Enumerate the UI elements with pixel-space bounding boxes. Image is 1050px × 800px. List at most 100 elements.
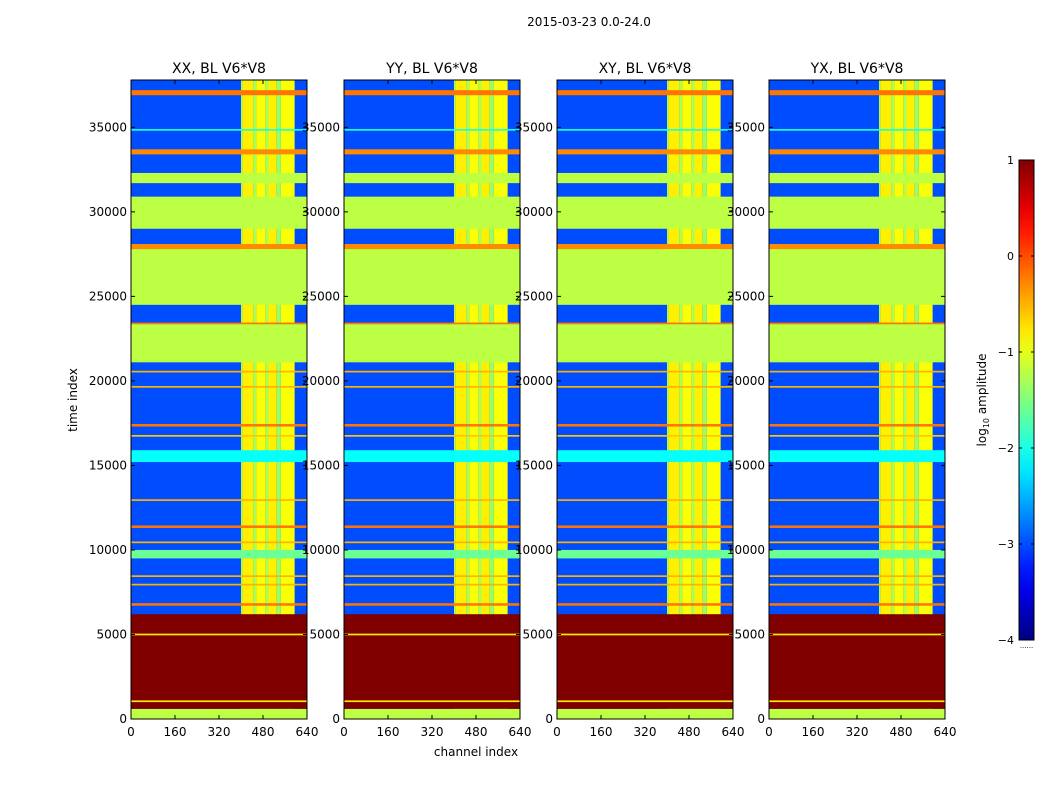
y-tick-label: 25000: [727, 289, 765, 303]
time-band-0: [557, 708, 733, 719]
time-band-5: [131, 583, 307, 586]
time-band-17: [557, 322, 733, 325]
time-band-14: [131, 385, 307, 388]
time-band-16: [557, 323, 733, 363]
channel-stripe-5: [481, 80, 490, 719]
channel-stripe-2: [679, 80, 683, 719]
time-band-22: [344, 149, 520, 155]
y-tick-label: 30000: [515, 205, 553, 219]
time-band-12: [344, 435, 520, 437]
y-tick-label: 10000: [302, 543, 340, 557]
channel-stripe-1: [880, 80, 892, 719]
time-band-20: [557, 196, 733, 229]
time-band-0: [769, 708, 945, 719]
y-tick-label: 25000: [302, 289, 340, 303]
panel-title: YY, BL V6*V8: [385, 61, 478, 77]
time-band-13: [769, 424, 945, 427]
y-tick-label: 5000: [734, 627, 765, 641]
time-band-1: [769, 614, 945, 709]
time-band-24: [769, 90, 945, 96]
time-band-23: [131, 129, 307, 131]
time-band-20: [769, 196, 945, 229]
colorbar-label-prefix: log: [975, 428, 989, 446]
time-band-6: [131, 575, 307, 577]
channel-stripe-3: [682, 80, 692, 719]
time-band-7: [769, 549, 945, 559]
channel-stripe-3: [894, 80, 904, 719]
time-band-2: [769, 700, 945, 703]
figure-title: 2015-03-23 0.0-24.0: [527, 15, 651, 29]
channel-stripe-5: [906, 80, 915, 719]
y-tick-label: 20000: [515, 374, 553, 388]
time-band-23: [769, 129, 945, 131]
channel-stripe-1: [242, 80, 254, 719]
time-band-8: [557, 541, 733, 544]
panel-yy: YY, BL V6*V8 0 160 320 480 640 0 5000 10000 15000…: [302, 61, 532, 739]
colorbar-label-subscript: 10: [982, 418, 991, 428]
time-band-18: [769, 249, 945, 305]
time-band-19: [131, 243, 307, 250]
time-band-10: [131, 499, 307, 501]
colorbar-label: log10 amplitude: [975, 354, 991, 447]
time-band-15: [344, 370, 520, 373]
time-band-14: [344, 385, 520, 388]
time-band-15: [557, 370, 733, 373]
time-band-22: [131, 149, 307, 155]
time-band-18: [557, 249, 733, 305]
colorbar-tick-label: 1: [1007, 154, 1014, 167]
channel-stripe-1: [455, 80, 467, 719]
y-tick-label: 30000: [89, 205, 127, 219]
panel-title: YX, BL V6*V8: [810, 61, 904, 77]
time-band-7: [131, 549, 307, 559]
x-tick-label: 640: [509, 725, 532, 739]
time-band-13: [344, 424, 520, 427]
channel-stripe-7: [493, 80, 508, 719]
channel-stripe-5: [694, 80, 703, 719]
time-band-16: [344, 323, 520, 363]
time-band-15: [769, 370, 945, 373]
time-band-12: [769, 435, 945, 437]
x-axis-label: channel index: [434, 745, 518, 759]
y-tick-label: 35000: [89, 120, 127, 134]
x-tick-label: 0: [127, 725, 135, 739]
time-band-11: [769, 450, 945, 463]
y-tick-label: 30000: [727, 205, 765, 219]
time-band-5: [769, 583, 945, 586]
time-band-24: [557, 90, 733, 96]
time-band-3: [131, 633, 307, 636]
x-tick-label: 160: [377, 725, 400, 739]
time-band-1: [557, 614, 733, 709]
y-tick-label: 30000: [302, 205, 340, 219]
x-tick-label: 0: [340, 725, 348, 739]
y-axis-label: time index: [66, 368, 80, 432]
panel-title: XY, BL V6*V8: [599, 61, 692, 77]
time-band-21: [557, 172, 733, 184]
y-tick-label: 10000: [89, 543, 127, 557]
channel-stripe-5: [268, 80, 277, 719]
channel-stripe-7: [918, 80, 933, 719]
time-band-10: [557, 499, 733, 501]
colorbar-tick-label: 0: [1007, 250, 1014, 263]
time-band-22: [557, 149, 733, 155]
channel-stripe-4: [691, 80, 695, 719]
panel-title: XX, BL V6*V8: [172, 61, 266, 77]
x-tick-label: 640: [722, 725, 745, 739]
time-band-4: [557, 603, 733, 606]
x-tick-label: 320: [421, 725, 444, 739]
time-band-19: [557, 243, 733, 250]
colorbar-tick-label: −1: [998, 346, 1014, 359]
time-band-11: [344, 450, 520, 463]
channel-stripe-4: [478, 80, 482, 719]
time-band-2: [344, 700, 520, 703]
y-tick-label: 5000: [522, 627, 553, 641]
time-band-17: [344, 322, 520, 325]
time-band-3: [557, 633, 733, 636]
time-band-4: [344, 603, 520, 606]
time-band-10: [769, 499, 945, 501]
y-tick-label: 0: [757, 712, 765, 726]
x-tick-label: 160: [590, 725, 613, 739]
time-band-13: [557, 424, 733, 427]
colorbar-under-text: ......: [1020, 642, 1033, 650]
x-tick-label: 160: [802, 725, 825, 739]
